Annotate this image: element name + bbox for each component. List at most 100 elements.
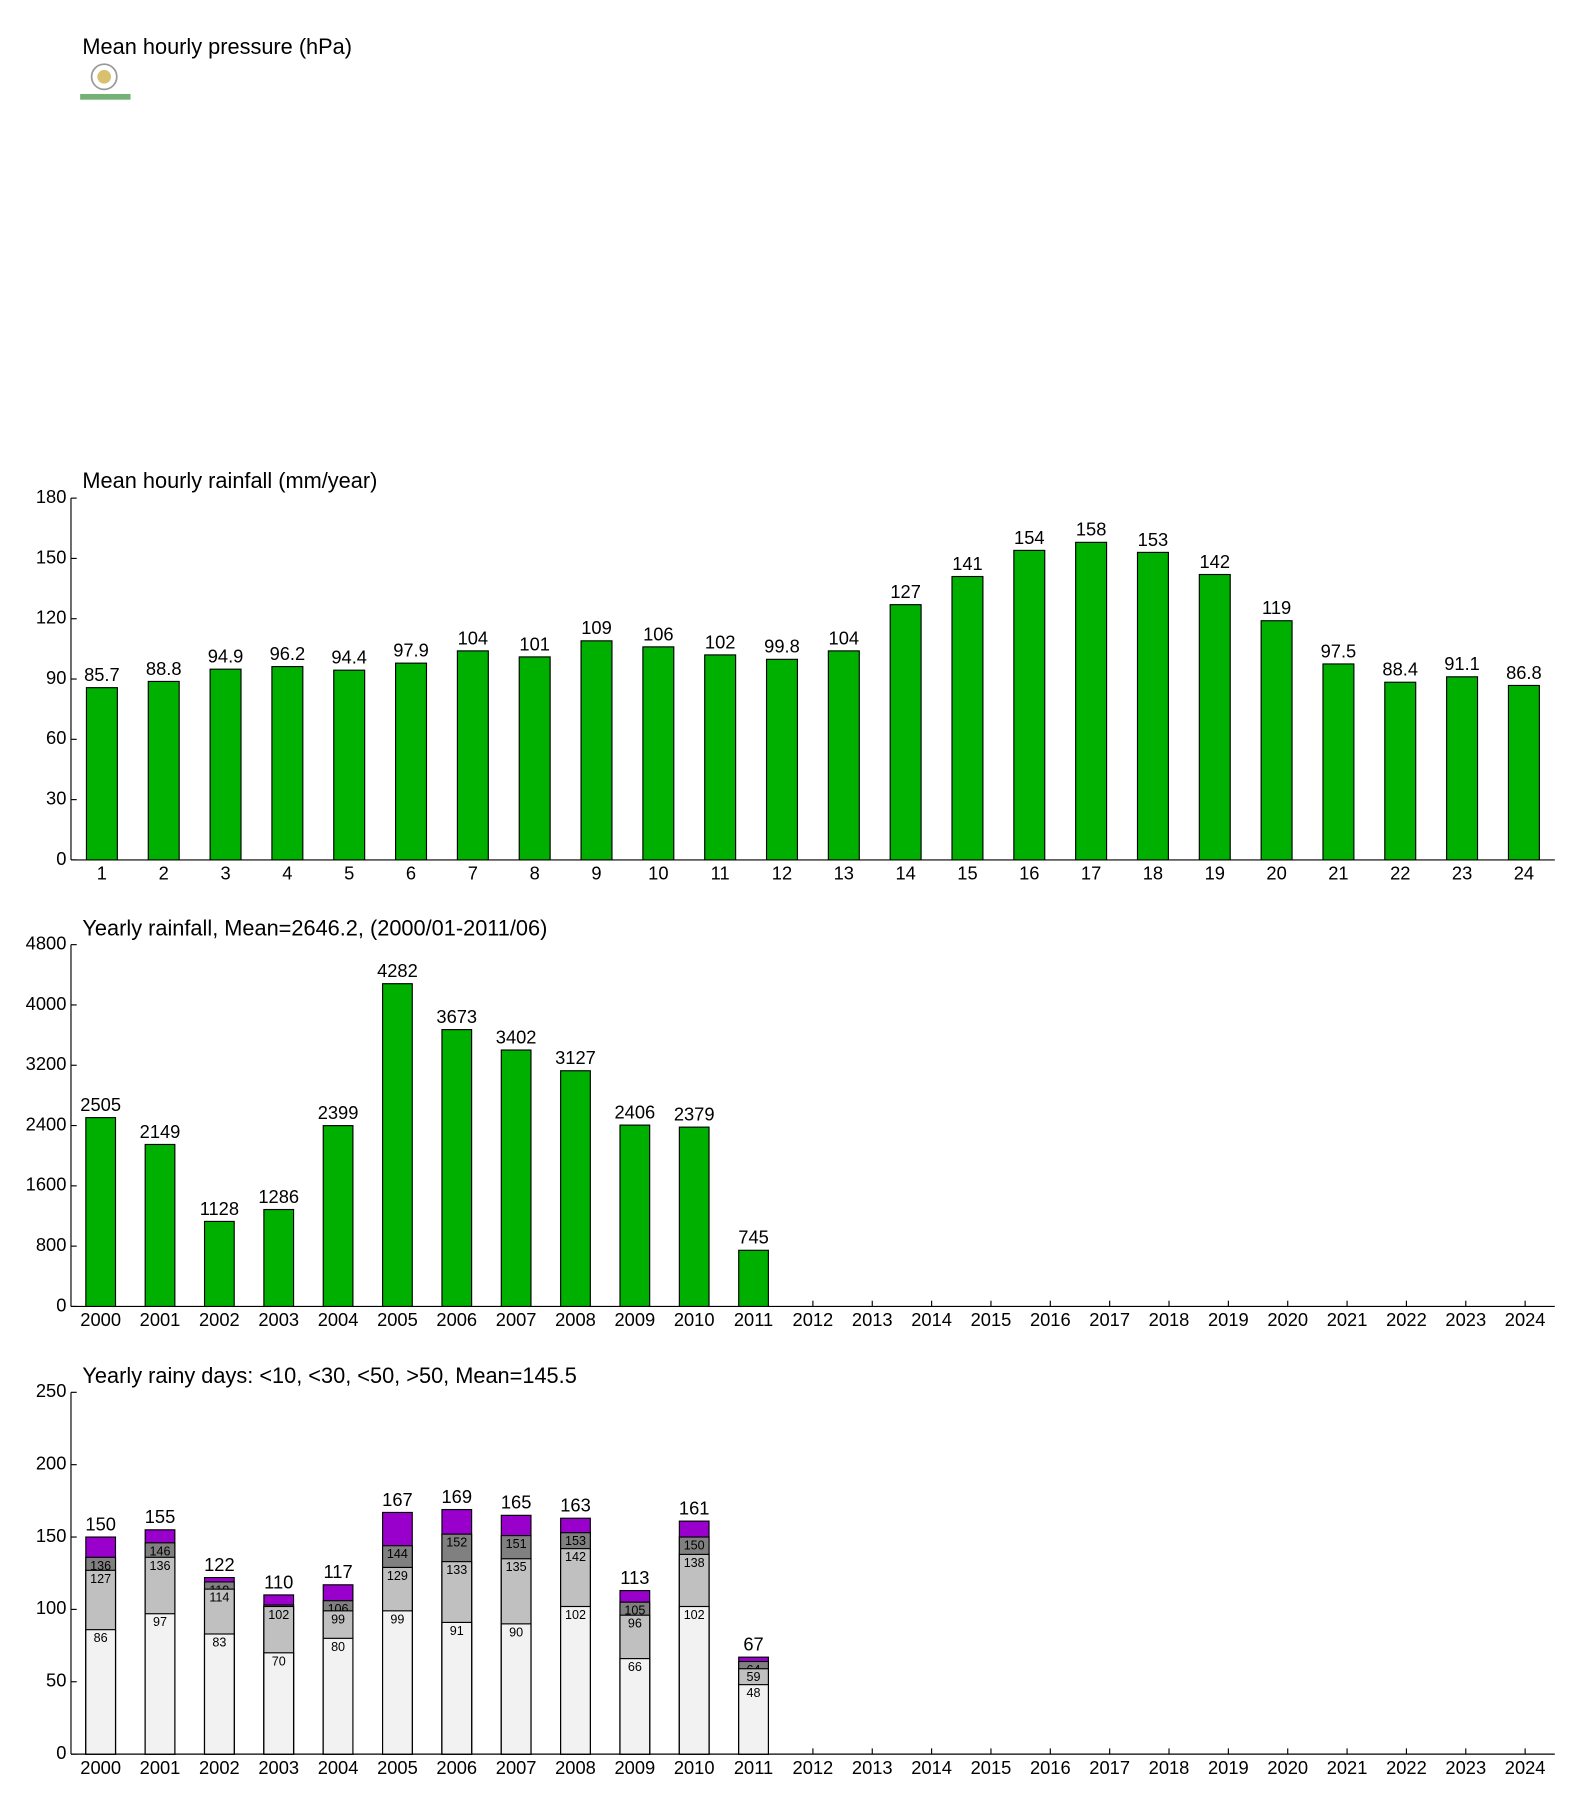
x-tick-label: 2020 xyxy=(1267,1757,1308,1778)
bar xyxy=(619,1658,651,1755)
bar xyxy=(560,1070,591,1308)
bar xyxy=(271,665,304,861)
value-label: 117 xyxy=(323,1561,352,1582)
x-tick-label: 2008 xyxy=(555,1757,596,1778)
value-label: 129 xyxy=(387,1569,408,1583)
value-label: 133 xyxy=(446,1563,467,1577)
value-label: 3402 xyxy=(496,1026,537,1047)
value-label: 163 xyxy=(560,1495,591,1516)
value-label: 105 xyxy=(624,1604,645,1618)
value-label: 2379 xyxy=(674,1104,715,1125)
value-label: 165 xyxy=(501,1492,532,1513)
y-tick-label: 30 xyxy=(46,787,66,808)
value-label: 67 xyxy=(743,1634,763,1655)
value-label: 114 xyxy=(209,1591,229,1605)
x-tick-label: 2014 xyxy=(911,1309,952,1330)
x-tick-label: 4 xyxy=(282,863,292,884)
bar xyxy=(1322,663,1355,861)
value-label: 142 xyxy=(1200,551,1231,572)
x-tick-label: 2012 xyxy=(793,1757,834,1778)
x-tick-label: 2002 xyxy=(199,1757,240,1778)
value-label: 155 xyxy=(145,1506,176,1527)
x-tick-label: 2017 xyxy=(1089,1309,1130,1330)
y-tick-label: 180 xyxy=(36,486,67,507)
x-tick-label: 18 xyxy=(1143,863,1163,884)
chart-title: Mean hourly rainfall (mm/year) xyxy=(82,468,377,493)
y-tick-label: 150 xyxy=(36,546,67,567)
value-label: 94.4 xyxy=(331,647,367,668)
value-label: 104 xyxy=(829,627,860,648)
x-tick-label: 2015 xyxy=(971,1309,1012,1330)
bar xyxy=(642,646,675,861)
x-tick-label: 2022 xyxy=(1386,1757,1427,1778)
value-label: 91.1 xyxy=(1444,653,1480,674)
x-tick-label: 2019 xyxy=(1208,1309,1249,1330)
y-tick-label: 120 xyxy=(36,607,67,628)
x-tick-label: 2023 xyxy=(1445,1757,1486,1778)
value-label: 151 xyxy=(506,1537,527,1551)
bar xyxy=(147,680,180,861)
value-label: 106 xyxy=(643,623,674,644)
bar xyxy=(441,1029,473,1308)
value-label: 127 xyxy=(90,1572,111,1586)
bar xyxy=(827,650,860,861)
value-label: 2505 xyxy=(80,1094,121,1115)
x-tick-label: 2018 xyxy=(1149,1757,1190,1778)
bar xyxy=(518,656,551,861)
value-label: 122 xyxy=(204,1554,235,1575)
x-tick-label: 1 xyxy=(97,863,107,884)
value-label: 141 xyxy=(952,553,983,574)
x-tick-label: 2000 xyxy=(80,1757,121,1778)
x-tick-label: 2018 xyxy=(1149,1309,1190,1330)
value-label: 2399 xyxy=(318,1102,359,1123)
value-label: 745 xyxy=(738,1227,769,1248)
x-tick-label: 2016 xyxy=(1030,1757,1071,1778)
x-tick-label: 2013 xyxy=(852,1309,893,1330)
value-label: 101 xyxy=(519,633,550,654)
value-label: 70 xyxy=(272,1654,286,1668)
value-label: 102 xyxy=(268,1608,289,1622)
y-tick-label: 150 xyxy=(36,1525,67,1546)
bar xyxy=(85,1117,117,1308)
x-tick-label: 2024 xyxy=(1505,1757,1546,1778)
x-tick-label: 2021 xyxy=(1327,1309,1368,1330)
x-tick-label: 20 xyxy=(1266,863,1286,884)
x-tick-label: 3 xyxy=(220,863,230,884)
value-label: 99 xyxy=(390,1612,404,1626)
bar xyxy=(704,654,737,861)
value-label: 96 xyxy=(628,1617,642,1631)
bar xyxy=(456,650,489,861)
x-tick-label: 2007 xyxy=(496,1757,537,1778)
y-tick-label: 3200 xyxy=(26,1053,67,1074)
x-tick-label: 2005 xyxy=(377,1757,418,1778)
value-label: 127 xyxy=(890,581,921,602)
bar xyxy=(322,1637,354,1755)
value-label: 97 xyxy=(153,1615,167,1629)
value-label: 153 xyxy=(565,1534,586,1548)
x-tick-label: 2010 xyxy=(674,1757,715,1778)
value-label: 97.5 xyxy=(1321,640,1357,661)
x-tick-label: 12 xyxy=(772,863,792,884)
value-label: 85.7 xyxy=(84,664,120,685)
x-tick-label: 2008 xyxy=(555,1309,596,1330)
bar xyxy=(1446,676,1479,861)
value-label: 2149 xyxy=(140,1121,181,1142)
value-label: 59 xyxy=(747,1670,761,1684)
bar xyxy=(1384,681,1417,861)
bar xyxy=(1136,551,1169,861)
value-label: 158 xyxy=(1076,519,1107,540)
bar xyxy=(580,640,613,861)
x-tick-label: 2020 xyxy=(1267,1309,1308,1330)
value-label: 3673 xyxy=(436,1006,477,1027)
x-tick-label: 17 xyxy=(1081,863,1101,884)
bar xyxy=(1507,684,1540,861)
x-tick-label: 11 xyxy=(711,863,730,884)
value-label: 161 xyxy=(679,1498,710,1519)
x-tick-label: 23 xyxy=(1452,863,1472,884)
value-label: 99.8 xyxy=(764,636,800,657)
value-label: 88.8 xyxy=(146,658,182,679)
bar xyxy=(765,658,799,861)
x-tick-label: 2006 xyxy=(436,1757,477,1778)
value-label: 142 xyxy=(565,1550,586,1564)
